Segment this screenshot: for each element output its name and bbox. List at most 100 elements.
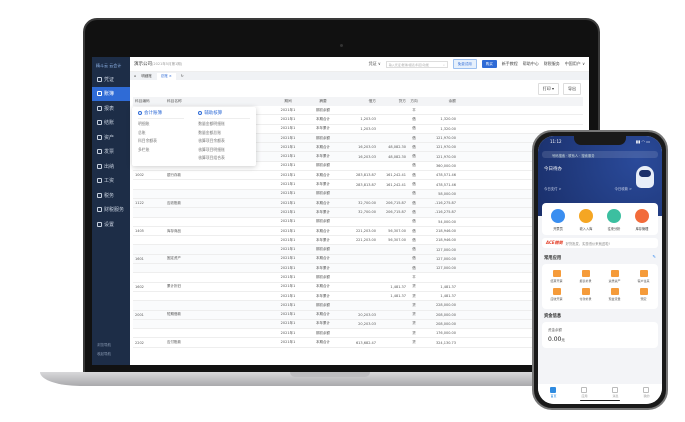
phone-tab-0[interactable]: 首页 <box>550 387 557 404</box>
home-icon[interactable]: ⌂ <box>134 74 137 78</box>
table-row[interactable]: 2202 应付账款 2021年1 本期合计 613,682.47 贷 324,130.73 <box>133 338 583 348</box>
table-row[interactable]: 2021年1 本年累计 1,481.37 贷 1,481.37 <box>133 292 583 302</box>
sidebar-item-4[interactable]: 资产 <box>92 130 130 145</box>
column-header[interactable]: 贷方 <box>398 99 406 103</box>
quick-action[interactable]: 库存管理 <box>635 209 649 231</box>
column-header[interactable]: 科目名称 <box>167 99 182 103</box>
print-button[interactable]: 打印 ▾ <box>537 82 559 95</box>
table-row[interactable]: 1405 库存商品 2021年1 本期合计 221,203.00 56,307.00 借 21… <box>133 227 583 237</box>
signal-icon: ▮▮ ◠ ▭ <box>635 139 650 144</box>
table-row[interactable]: 2021年1 本年累计 20,203.03 贷 208,000.00 <box>133 319 583 330</box>
menu-item[interactable]: 核算项目组合表 <box>198 155 225 160</box>
table-row[interactable]: 2021年1 本年累计 借 127,000.00 <box>133 264 583 274</box>
table-row[interactable]: 2021年1 期初余额 贷 228,000.00 <box>133 301 583 311</box>
app-item[interactable]: 资质资产 <box>600 270 629 283</box>
menu-item[interactable]: 科目余额表 <box>138 138 157 143</box>
search-icon[interactable]: ⌕ <box>443 62 445 67</box>
sidebar-item-6[interactable]: 出纳 <box>92 159 130 174</box>
table-row[interactable]: 2021年1 期初余额 借 54,000.00 <box>133 218 583 227</box>
today-receive-link[interactable]: 今日收款 > <box>614 187 632 191</box>
table-cell: 1002 <box>135 173 144 178</box>
table-cell: 2021年1 <box>280 163 296 168</box>
column-header[interactable]: 借方 <box>368 99 376 103</box>
table-row[interactable]: 2021年1 本年累计 221,203.00 56,307.00 借 218,946.00 <box>133 236 583 246</box>
app-item[interactable]: 应收开票 <box>542 288 571 301</box>
quick-action[interactable]: 往来分析 <box>607 209 621 231</box>
tab-ledger-detail[interactable]: 明细账 <box>141 73 152 78</box>
table-row[interactable]: 2021年1 本年累计 16,203.03 48,082.30 借 121,970.00 <box>133 152 583 162</box>
table-row[interactable]: 2021年1 本期合计 1,203.03 借 1,320.00 <box>133 115 583 125</box>
app-item[interactable]: 现金流量 <box>600 288 629 301</box>
sidebar-item-5[interactable]: 发票 <box>92 145 130 160</box>
phone-search-input[interactable]: 号码搜索 · 联系人 · 搜索服务 <box>542 151 658 158</box>
menu-item[interactable]: 数量金额总账 <box>198 129 221 135</box>
guide-link[interactable]: 新手教程 <box>501 61 518 66</box>
menu-item[interactable]: 核算项目明细账 <box>198 146 225 152</box>
menu-item[interactable]: 总账 <box>138 129 146 135</box>
column-header[interactable]: 科目编码 <box>135 99 150 103</box>
help-link[interactable]: 帮助中心 <box>522 61 539 66</box>
column-header[interactable]: 期间 <box>284 99 292 103</box>
quick-action[interactable]: 开票员 <box>551 209 565 231</box>
table-row[interactable]: 1602 累计折旧 2021年1 本期合计 1,481.37 贷 1,481.37 <box>133 283 583 292</box>
app-item[interactable]: 客户往来 <box>629 270 658 283</box>
buy-button[interactable]: 购买 <box>481 60 497 68</box>
sidebar-item-0[interactable]: 凭证 <box>92 72 130 87</box>
quick-action[interactable]: 收入入库 <box>579 209 593 231</box>
column-header[interactable]: 方向 <box>410 99 418 103</box>
menu-item[interactable]: 多栏账 <box>138 146 150 152</box>
table-row[interactable]: 2021年1 本年累计 1,203.03 借 1,320.00 <box>133 125 583 134</box>
sidebar-item-10[interactable]: 设置 <box>92 217 130 232</box>
table-row[interactable]: 2021年1 本年累计 32,700.00 206,715.87 借 -116,275.8… <box>133 208 583 218</box>
sidebar-item-1[interactable]: 账簿 <box>92 86 130 101</box>
promo-banner[interactable]: ACE精简 好货批发，实惠低价来就送啦! <box>542 238 658 248</box>
table-row[interactable]: 2021年1 期初余额 借 360,000.00 <box>133 162 583 172</box>
browse-nav-button[interactable]: 浏览导航 <box>97 343 111 347</box>
refresh-icon[interactable]: ↻ <box>180 74 184 78</box>
table-row[interactable]: 2021年1 期初余额 贷 176,000.00 <box>133 329 583 339</box>
table-row[interactable]: 2021年1 期初余额 平 <box>133 273 583 283</box>
service-link[interactable]: 财税服务 <box>543 61 560 66</box>
menu-item[interactable]: 明细账 <box>138 121 150 126</box>
sidebar-item-9[interactable]: 财税服务 <box>92 203 130 218</box>
today-pay-link[interactable]: 今日支付 > <box>544 187 562 191</box>
phone-tab-1[interactable]: 应用 <box>581 387 588 404</box>
menu-item[interactable]: 核算项目余额表 <box>198 138 225 143</box>
phone-tab-3[interactable]: 我的 <box>643 387 650 404</box>
free-trial-button[interactable]: 免费试用 <box>452 59 477 69</box>
table-row[interactable]: 1122 应收账款 2021年1 本期合计 32,700.00 206,715.87 借 -1… <box>133 198 583 209</box>
table-row[interactable]: 2021年1 本期合计 16,203.03 48,082.30 借 121,970.00 <box>133 143 583 153</box>
column-header[interactable]: 余额 <box>448 99 456 103</box>
table-row[interactable]: 1601 固定资产 2021年1 本期合计 借 127,000.00 <box>133 254 583 265</box>
phone-tab-2[interactable]: 消息 <box>612 387 619 404</box>
user-menu[interactable]: 中国用户 ∨ <box>564 61 585 66</box>
edit-icon[interactable]: ✎ <box>652 255 656 260</box>
table-row[interactable]: 2021年1 期初余额 平 <box>133 106 583 116</box>
menu-item[interactable]: 数量金额明细账 <box>198 121 225 126</box>
table-row[interactable]: 1002 银行存款 2021年1 本期合计 283,813.87 161,242.41 借 4… <box>133 171 583 181</box>
sidebar-item-7[interactable]: 工资 <box>92 174 130 189</box>
sidebar-item-2[interactable]: 报表 <box>92 101 130 116</box>
app-item[interactable]: 结算开票 <box>542 270 571 283</box>
tab-general-ledger[interactable]: 总账 × <box>156 72 176 80</box>
phone: 11:12 ▮▮ ◠ ▭ 号码搜索 · 联系人 · 搜索服务 今日待办 今日支付 … <box>532 130 668 410</box>
sidebar-item-label: 账簿 <box>104 91 115 98</box>
app-item[interactable]: 付款补录 <box>571 288 600 301</box>
table-row[interactable]: 2021年1 期初余额 借 58,000.00 <box>133 189 583 199</box>
sidebar-item-3[interactable]: 结账 <box>92 116 130 131</box>
search-input[interactable]: 输入凭证/账簿/报表/科目/功能 ⌕ <box>385 60 448 68</box>
table-row[interactable]: 2021年1 期初余额 借 121,970.00 <box>133 133 583 144</box>
sidebar-item-8[interactable]: 税务 <box>92 188 130 203</box>
table-row[interactable]: 2001 短期借款 2021年1 本期合计 20,203.03 贷 208,000.00 <box>133 310 583 320</box>
app-item[interactable]: 报表补录 <box>571 270 600 283</box>
funds-card[interactable]: 资金余额 0.00元 <box>542 322 658 348</box>
table-row[interactable]: 2021年1 期初余额 借 127,000.00 <box>133 245 583 255</box>
app-item[interactable]: 预定 <box>629 288 658 301</box>
table-row[interactable]: 2021年1 本年累计 283,813.87 161,242.41 借 478,571.4… <box>133 180 583 190</box>
column-header[interactable]: 摘要 <box>319 99 327 103</box>
collapse-nav-button[interactable]: 收起导航 <box>97 352 111 356</box>
table-cell: 借 <box>412 256 416 261</box>
export-button[interactable]: 导出 <box>563 82 581 95</box>
todo-label[interactable]: 今日待办 <box>544 167 562 172</box>
search-type-select[interactable]: 凭证 ∨ <box>368 61 381 66</box>
